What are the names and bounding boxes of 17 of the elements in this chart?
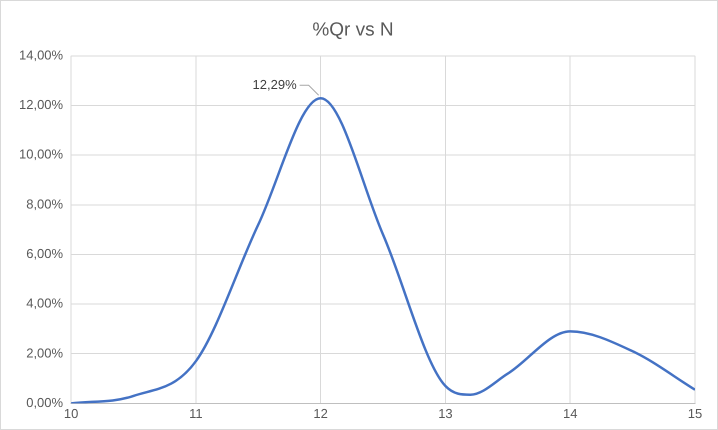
y-tick-label: 10,00%	[18, 146, 64, 162]
x-tick-label: 11	[189, 406, 203, 421]
x-tick-label: 10	[64, 406, 78, 421]
y-tick-label: 14,00%	[18, 47, 64, 62]
line-series	[71, 97, 695, 404]
data-label: 12,29%	[252, 76, 298, 92]
x-tick-label: 14	[562, 406, 578, 421]
y-tick-label: 12,00%	[18, 97, 64, 112]
y-tick-label: 4,00%	[26, 296, 64, 311]
chart-title: %Qr vs N	[312, 20, 394, 41]
x-tick-label: 12	[313, 406, 328, 421]
x-tick-label: 15	[688, 406, 702, 421]
x-tick-label: 13	[438, 406, 453, 421]
y-tick-label: 6,00%	[26, 246, 64, 262]
y-tick-label: 0,00%	[26, 394, 64, 410]
y-tick-label: 8,00%	[26, 196, 64, 212]
y-tick-label: 2,00%	[26, 345, 64, 360]
